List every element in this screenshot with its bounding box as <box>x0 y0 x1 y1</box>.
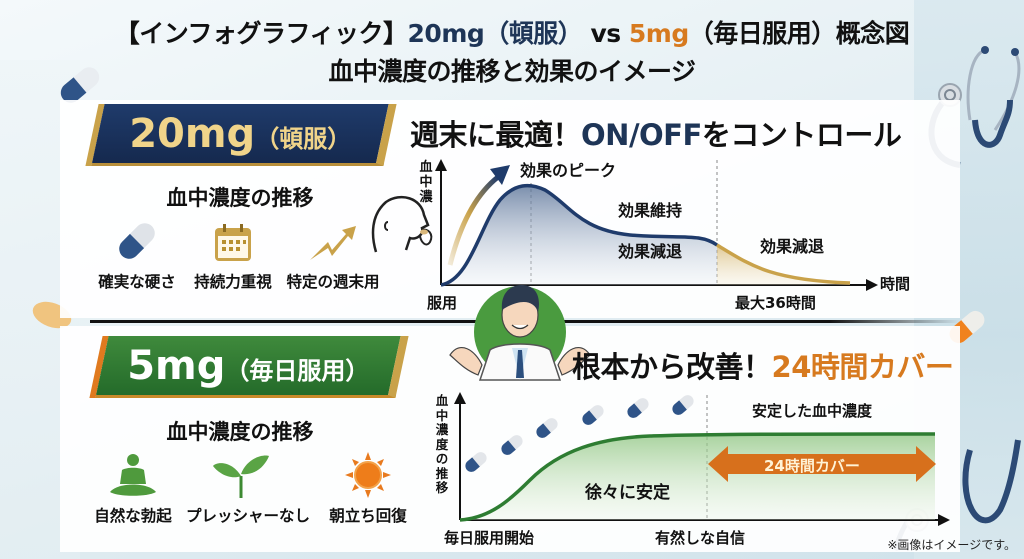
feature-label: 朝立ち回復 <box>329 507 407 525</box>
chart-20mg-decline-outside-label: 効果減退 <box>760 237 825 256</box>
capsule-icons <box>465 395 694 472</box>
feature-firmness: 確実な硬さ <box>82 218 192 292</box>
banner-20mg-type: （頓服） <box>255 124 352 153</box>
capsule-icon <box>82 218 192 264</box>
chart-5mg-coverage-arrow-label: 24時間カバー <box>764 457 860 475</box>
title-dose-a: 20mg（頓服） <box>407 19 583 48</box>
y-label-char: 中 <box>419 175 433 190</box>
chart-20mg-decline-inside-label: 効果減退 <box>618 242 683 261</box>
headline-highlight: 24時間カバー <box>771 350 954 384</box>
chart-20mg-x-axis-label: 時間 <box>880 275 911 293</box>
chart-5mg-y-label: 血 中 濃 度 の 推 移 <box>434 393 450 496</box>
chart-20mg-maintain-label: 効果維持 <box>618 201 683 220</box>
y-label-char: 血 <box>419 160 433 175</box>
section-20mg-headline: 週末に最適！ON/OFFをコントロール <box>410 112 902 154</box>
chart-20mg-peak-label: 効果のピーク <box>520 161 617 180</box>
y-label-char: の <box>435 451 449 466</box>
footnote: ※画像はイメージです。 <box>887 538 1016 552</box>
person-taking-pill-icon <box>371 195 433 253</box>
y-label-char: 度 <box>435 436 449 452</box>
chart-5mg-gradual-label: 徐々に安定 <box>585 483 670 503</box>
section-20mg-subheading: 血中濃度の推移 <box>166 186 314 210</box>
chart-20mg-start-label: 服用 <box>427 294 458 312</box>
title-vs: vs <box>582 19 629 48</box>
y-label-char: 濃 <box>419 190 433 205</box>
calendar-icon <box>178 218 288 264</box>
y-label-char: 移 <box>435 480 449 495</box>
chart-5mg-stable-label: 安定した血中濃度 <box>752 402 873 420</box>
y-label-char: 中 <box>435 407 449 423</box>
feature-morning-recovery: 朝立ち回復 <box>313 452 423 526</box>
section-5mg-headline: 根本から改善！24時間カバー <box>572 344 954 386</box>
feature-natural-erection: 自然な勃起 <box>78 452 188 526</box>
chart-20mg <box>435 159 878 291</box>
page-title: 【インフォグラフィック】20mg（頓服） vs 5mg（毎日服用）概念図 <box>0 14 1024 50</box>
sun-icon <box>313 452 423 498</box>
feature-weekend: 特定の週末用 <box>278 218 388 292</box>
banner-5mg-type: （毎日服用） <box>225 356 370 385</box>
feature-label: 特定の週末用 <box>286 273 380 291</box>
banner-20mg-dose: 20mg <box>129 110 256 157</box>
chart-5mg <box>454 392 950 526</box>
headline-prefix: 根本から改善！ <box>572 350 772 384</box>
feature-label: 確実な硬さ <box>98 273 176 291</box>
title-dose-b: 5mg <box>628 19 689 48</box>
feature-label: 持続力重視 <box>194 273 272 291</box>
chart-20mg-end-label: 最大36時間 <box>735 294 816 312</box>
feature-label: 自然な勃起 <box>94 507 172 525</box>
chart-5mg-start-label: 毎日服用開始 <box>444 529 535 547</box>
y-label-char: 濃 <box>435 422 449 437</box>
banner-5mg-dose: 5mg <box>127 342 226 389</box>
feature-label: プレッシャーなし <box>186 507 311 525</box>
section-5mg-subheading: 血中濃度の推移 <box>166 420 314 444</box>
meditation-icon <box>78 452 188 498</box>
doctor-illustration-icon <box>449 285 591 381</box>
sprout-icon <box>186 452 296 498</box>
headline-suffix: をコントロール <box>701 118 902 152</box>
chart-20mg-y-label: 血 中 濃 <box>418 160 434 205</box>
title-suffix: （毎日服用）概念図 <box>688 19 910 48</box>
rising-arrow-icon <box>278 218 388 264</box>
headline-prefix: 週末に最適！ <box>410 118 582 152</box>
feature-no-pressure: プレッシャーなし <box>186 452 311 526</box>
banner-20mg: 20mg（頓服） <box>91 104 397 166</box>
page-subtitle: 血中濃度の推移と効果のイメージ <box>328 57 696 86</box>
headline-highlight: ON/OFF <box>581 118 702 152</box>
title-prefix: 【インフォグラフィック】 <box>114 19 408 48</box>
y-label-char: 血 <box>435 393 449 408</box>
y-label-char: 推 <box>435 465 449 481</box>
banner-5mg: 5mg（毎日服用） <box>95 336 409 398</box>
chart-5mg-mid-label: 有然しな自信 <box>655 529 746 547</box>
capsule-decoration-icon <box>60 67 100 103</box>
feature-duration: 持続力重視 <box>178 218 288 292</box>
